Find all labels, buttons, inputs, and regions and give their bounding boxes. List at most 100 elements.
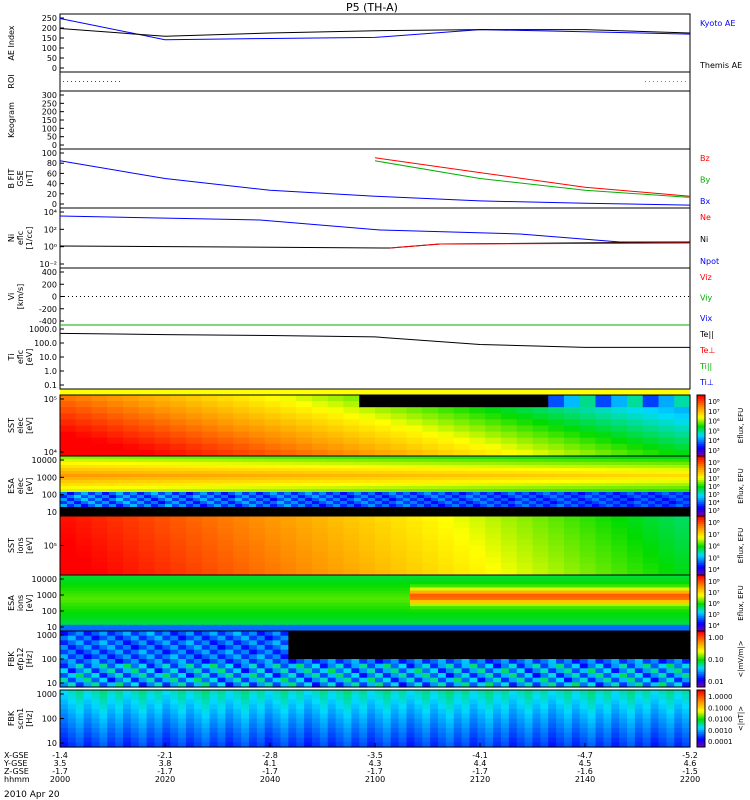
fbk_e-cell xyxy=(256,640,266,646)
esa_e-cell xyxy=(340,465,348,469)
esa_e-cell xyxy=(641,468,649,472)
fbk_e-cell xyxy=(335,677,345,683)
esa_e-cell xyxy=(641,471,649,475)
esa_i-cell xyxy=(403,584,411,589)
esa_i-cell xyxy=(501,618,509,623)
esa_e-cell xyxy=(578,477,586,481)
esa_i-cell xyxy=(186,612,194,617)
esa_e-cell xyxy=(158,468,166,472)
esa_i-cell xyxy=(375,609,383,613)
fbk_e-cell xyxy=(493,654,502,660)
sst_i-cell xyxy=(107,557,124,564)
esa_e-cell xyxy=(655,471,663,475)
esa_i-cell xyxy=(347,618,355,623)
fbk_e-cell xyxy=(390,682,400,688)
esa_i-cell xyxy=(256,621,264,626)
fbk_e-cell xyxy=(351,645,360,651)
esa_i-cell xyxy=(480,609,488,613)
esa_i-cell xyxy=(242,584,250,589)
esa_e-cell xyxy=(676,501,684,505)
esa_i-cell xyxy=(284,578,292,582)
esa_i-cell xyxy=(60,621,68,626)
esa_e-cell xyxy=(130,483,138,487)
esa_i-cell xyxy=(319,621,327,626)
esa_e-cell xyxy=(354,459,362,463)
esa_e-cell xyxy=(67,465,75,469)
esa_i-cell xyxy=(529,596,537,601)
fbk_e-cell xyxy=(130,659,140,665)
esa_i-cell xyxy=(95,627,103,632)
esa_i-cell xyxy=(165,581,173,585)
esa_e-cell xyxy=(508,489,516,493)
fbk_e-cell xyxy=(249,645,258,651)
esa_e-cell xyxy=(284,462,292,466)
esa_i-cell xyxy=(95,596,103,601)
esa_e-cell xyxy=(333,498,341,502)
fbk_e-cell xyxy=(359,682,368,688)
esa_i-cell xyxy=(368,609,376,613)
esa_e-cell xyxy=(228,477,236,481)
esa_e-cell xyxy=(60,513,68,517)
esa_i-cell xyxy=(179,603,187,607)
fbk_e-cell xyxy=(485,663,494,669)
fbk_e-cell xyxy=(186,668,195,674)
esa_e-cell xyxy=(431,465,439,469)
esa_i-cell xyxy=(277,627,285,632)
esa_i-cell xyxy=(599,615,607,620)
esa_i-cell xyxy=(242,606,250,610)
esa_i-cell xyxy=(123,621,131,626)
fbk_e-cell xyxy=(493,645,502,651)
esa_e-cell xyxy=(123,474,131,478)
esa_i-cell xyxy=(683,615,691,620)
sst_i-cell xyxy=(60,563,77,570)
esa_e-cell xyxy=(165,510,173,514)
sst_e-cell xyxy=(138,419,156,427)
esa_i-cell xyxy=(354,587,362,592)
esa_i-cell xyxy=(459,593,467,598)
sst_i-cell xyxy=(390,563,408,570)
sst_i-cell xyxy=(343,563,360,570)
esa_i-cell xyxy=(466,615,474,620)
sst_i-cell xyxy=(501,545,518,552)
esa_e-cell xyxy=(683,507,691,511)
fbk_e-cell xyxy=(99,682,108,688)
esa_e-cell xyxy=(382,480,390,484)
esa_i-cell xyxy=(326,606,334,610)
fbk_e-cell xyxy=(193,663,203,669)
esa_e-cell xyxy=(529,480,537,484)
sst_e-cell xyxy=(154,431,171,439)
esa_e-cell xyxy=(515,489,523,493)
esa_e-cell xyxy=(550,480,558,484)
fbk_e-cell xyxy=(375,677,384,683)
sst_i-cell xyxy=(469,516,486,523)
esa_e-cell xyxy=(627,459,635,463)
esa_e-cell xyxy=(536,498,544,502)
esa_e-cell xyxy=(235,465,243,469)
sst_i-cell xyxy=(611,545,628,552)
esa_i-cell xyxy=(585,609,593,613)
sst_e-cell xyxy=(674,407,691,414)
esa_i-cell xyxy=(200,603,208,607)
esa_i-cell xyxy=(214,593,222,598)
sst_i-cell xyxy=(75,533,93,541)
esa_i-cell xyxy=(326,581,334,585)
fbk_e-cell xyxy=(335,635,345,641)
sst_i-cell xyxy=(217,551,234,558)
esa_e-cell xyxy=(578,510,586,514)
esa_e-cell xyxy=(179,471,187,475)
fbk_e-cell xyxy=(469,682,478,688)
esa_e-cell xyxy=(599,471,607,475)
esa_e-cell xyxy=(396,495,404,499)
esa_i-cell xyxy=(109,618,117,623)
esa_e-cell xyxy=(312,504,320,508)
esa_i-cell xyxy=(305,606,313,610)
esa_i-cell xyxy=(340,615,348,620)
esa_i-cell xyxy=(361,615,369,620)
esa_i-cell xyxy=(95,584,103,589)
fbk_e-cell xyxy=(453,635,463,641)
esa_e-cell xyxy=(340,471,348,475)
fbk_e-cell xyxy=(209,654,219,660)
fbk_e-cell xyxy=(461,663,471,669)
esa_e-cell xyxy=(389,468,397,472)
esa_e-cell xyxy=(228,462,236,466)
